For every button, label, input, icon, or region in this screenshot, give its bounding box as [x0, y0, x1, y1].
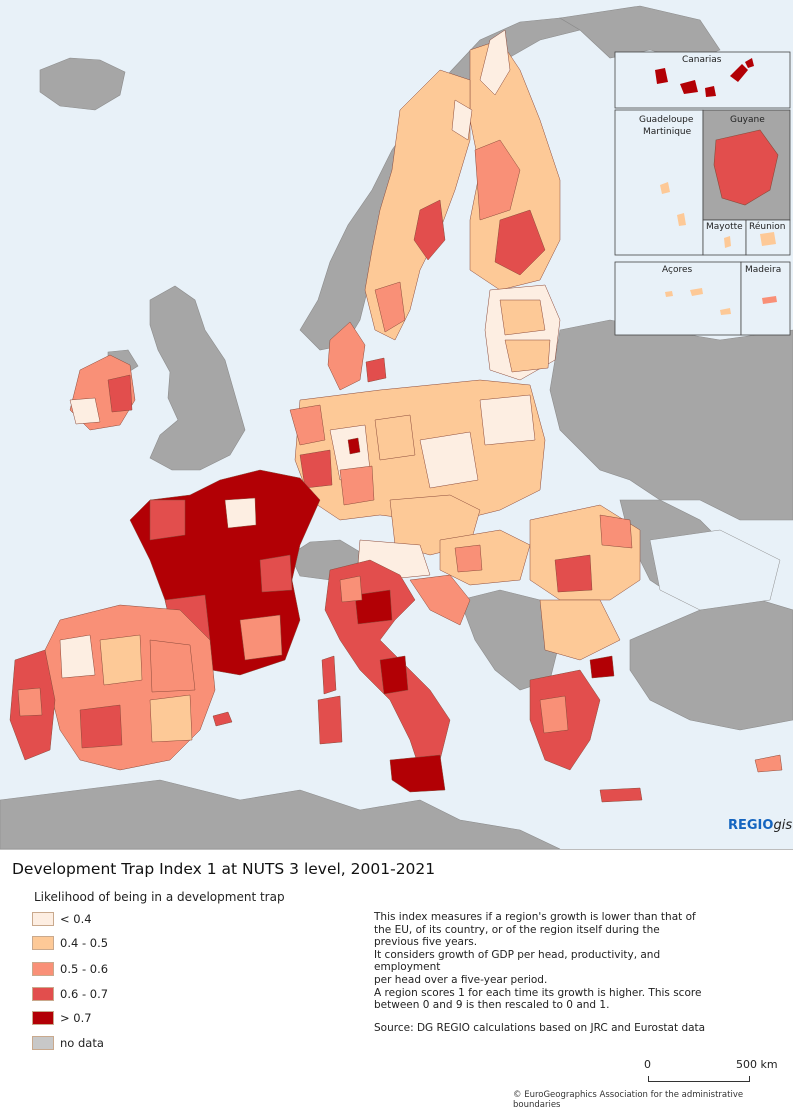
description-line: A region scores 1 for each time its grow… — [374, 986, 702, 999]
scale-line — [648, 1076, 750, 1082]
black-sea — [649, 529, 781, 611]
legend-heading: Likelihood of being in a development tra… — [34, 890, 285, 904]
copyright-text: © EuroGeographics Association for the ad… — [513, 1090, 744, 1110]
source-text: Source: DG REGIO calculations based on J… — [374, 1022, 706, 1034]
legend-swatch — [32, 912, 54, 926]
label-reunion: Réunion — [749, 221, 786, 232]
scale-zero-label: 0 — [644, 1058, 651, 1071]
legend-item-0-6-0-7: 0.6 - 0.7 — [32, 985, 108, 1003]
inset-guyane: Guyane — [702, 109, 791, 221]
label-guadeloupe: Guadeloupe — [639, 115, 694, 125]
description-line: It considers growth of GDP per head, pro… — [374, 948, 661, 974]
legend-item-0-4-0-5: 0.4 - 0.5 — [32, 934, 108, 952]
description-line: the EU, of its country, or of the region… — [374, 923, 660, 936]
legend-swatch — [32, 1036, 54, 1050]
legend-item-gt-0-7: > 0.7 — [32, 1009, 92, 1027]
map-title: Development Trap Index 1 at NUTS 3 level… — [12, 860, 436, 878]
description-line: per head over a five-year period. — [374, 973, 548, 986]
europe-map: Canarias Guadeloupe Martinique Guyane Ma… — [0, 5, 793, 849]
label-acores: Açores — [662, 265, 692, 275]
description-line: between 0 and 9 is then rescaled to 0 an… — [374, 999, 610, 1012]
inset-madeira: Madeira — [740, 261, 791, 336]
legend-label: 0.4 - 0.5 — [60, 936, 109, 950]
label-mayotte: Mayotte — [706, 222, 743, 232]
north-africa-land — [0, 779, 561, 849]
legend-swatch — [32, 962, 54, 976]
inset-canarias: Canarias — [614, 51, 791, 109]
description-line: previous five years. — [374, 936, 478, 949]
inset-reunion: Réunion — [745, 219, 791, 256]
legend-item-lt-0-4: < 0.4 — [32, 910, 92, 928]
legend-panel: Development Trap Index 1 at NUTS 3 level… — [0, 849, 793, 1110]
iceland-land — [39, 57, 126, 111]
legend-label: no data — [60, 1036, 104, 1050]
great-britain-land — [149, 285, 246, 471]
label-martinique: Martinique — [643, 127, 692, 137]
regiogis-logo: REGIOgis — [728, 818, 792, 833]
logo-regio-text: REGIO — [728, 818, 774, 833]
legend-item-0-5-0-6: 0.5 - 0.6 — [32, 960, 108, 978]
legend-item-no-data: no data — [32, 1034, 104, 1052]
legend-label: 0.6 - 0.7 — [60, 987, 109, 1001]
label-madeira: Madeira — [745, 265, 781, 275]
legend-swatch — [32, 936, 54, 950]
map-area: Canarias Guadeloupe Martinique Guyane Ma… — [0, 0, 793, 849]
label-canarias: Canarias — [682, 55, 722, 65]
inset-acores: Açores — [614, 261, 742, 336]
eu-regions — [9, 29, 783, 803]
description-text: This index measures if a region's growth… — [374, 911, 714, 1012]
legend-label: 0.5 - 0.6 — [60, 962, 109, 976]
label-guyane: Guyane — [730, 115, 765, 125]
scale-bar: 0 500 km — [640, 1058, 780, 1088]
description-line: This index measures if a region's growth… — [374, 911, 696, 923]
scale-max-label: 500 km — [736, 1058, 778, 1071]
legend-swatch — [32, 987, 54, 1001]
legend-label: < 0.4 — [60, 912, 92, 926]
inset-mayotte: Mayotte — [702, 219, 747, 256]
legend-label: > 0.7 — [60, 1011, 92, 1025]
logo-gis-text: gis — [773, 818, 793, 833]
inset-guadeloupe-martinique: Guadeloupe Martinique — [614, 109, 704, 256]
legend-swatch — [32, 1011, 54, 1025]
